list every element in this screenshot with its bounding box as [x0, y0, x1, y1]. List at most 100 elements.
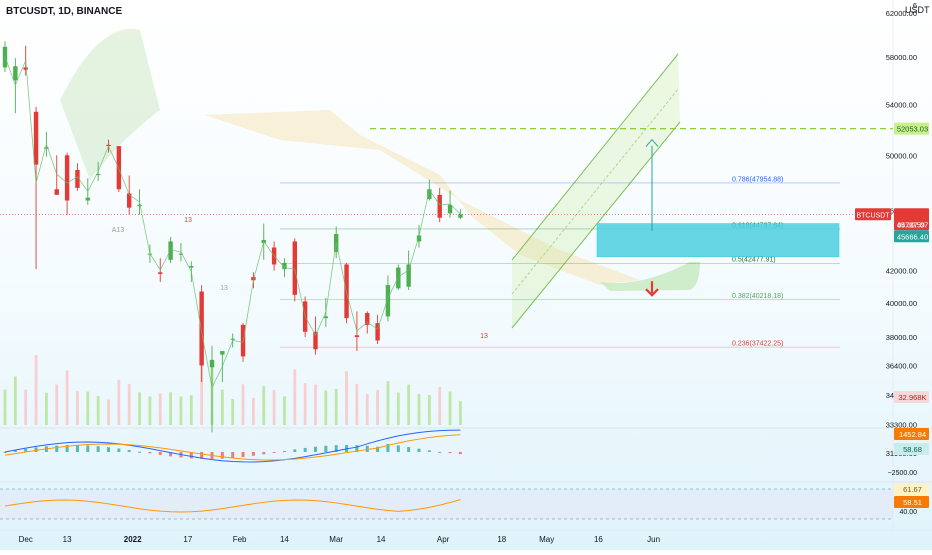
volume-bar: [138, 392, 141, 425]
volume-bar: [334, 389, 338, 425]
candle-body: [427, 189, 432, 200]
macd-histogram-bar: [407, 447, 411, 452]
macd-histogram-bar: [427, 450, 431, 452]
macd-histogram-bar: [86, 445, 90, 452]
candle-body: [95, 174, 101, 176]
volume-bar: [76, 391, 79, 425]
symbol-title[interactable]: BTCUSDT, 1D, BINANCE: [6, 6, 122, 17]
macd-histogram-bar: [158, 452, 162, 455]
time-axis-tick: 16: [594, 535, 603, 544]
macd-axis-tick: −2500.00: [888, 470, 917, 477]
volume-bar: [3, 389, 7, 425]
macd-histogram-bar: [200, 452, 204, 459]
rsi-value-tag-2: 58.51: [903, 498, 922, 507]
price-axis-tick: 38000.00: [886, 333, 917, 342]
candle-body: [354, 335, 360, 337]
candle-body: [416, 235, 422, 242]
macd-histogram-bar: [355, 445, 359, 452]
time-axis-tick: 18: [497, 535, 506, 544]
volume-bar: [34, 355, 38, 425]
macd-histogram-bar: [117, 448, 121, 452]
candle-body: [75, 170, 80, 188]
time-axis-tick: Feb: [233, 535, 247, 544]
candle-body: [375, 323, 380, 341]
macd-histogram-bar: [293, 449, 297, 452]
time-axis-tick: Jun: [647, 535, 660, 544]
candle-body: [220, 351, 225, 355]
td-count-marker: 13: [480, 333, 488, 340]
volume-bar: [189, 395, 193, 425]
candle-body: [282, 262, 287, 270]
candle-body: [313, 331, 318, 350]
volume-bar: [24, 389, 28, 425]
volume-bar: [427, 395, 431, 425]
volume-bar: [303, 383, 307, 425]
volume-bar: [324, 390, 328, 425]
time-axis-tick: 14: [280, 535, 289, 544]
rsi-value-tag: 61.67: [903, 485, 922, 494]
channel-mid-line: [511, 87, 680, 295]
candle-body: [385, 285, 391, 317]
ticker-tag: BTCUSDT: [856, 212, 890, 219]
macd-value-tag-bg: [894, 428, 929, 440]
volume-bar: [241, 384, 245, 425]
candle-body: [199, 291, 204, 366]
macd-line: [4, 429, 461, 463]
volume-bar: [448, 391, 452, 425]
volume-bar: [55, 384, 59, 425]
macd-signal-tag: 58.68: [903, 445, 922, 454]
volume-bar: [65, 370, 69, 425]
volume-bar: [86, 391, 90, 425]
ichimoku-cloud-future: [600, 262, 700, 291]
last-price-tag: 45737.07: [897, 220, 928, 229]
volume-bar: [117, 379, 121, 425]
candle-body: [437, 194, 442, 218]
ichimoku-cloud-amber: [205, 110, 640, 285]
candle-body: [127, 193, 132, 208]
volume-bar: [355, 384, 359, 425]
macd-histogram-bar: [334, 445, 338, 452]
volume-bar: [107, 399, 110, 425]
zone-price-tag: 45666.40: [897, 232, 928, 241]
time-axis-tick: Mar: [329, 535, 343, 544]
support-zone[interactable]: [596, 223, 840, 257]
volume-bar: [169, 392, 172, 425]
macd-histogram-bar: [55, 445, 59, 452]
price-axis-tick: 36400.00: [886, 361, 917, 370]
candle-body: [64, 155, 70, 201]
volume-bar: [200, 355, 204, 425]
macd-histogram-bar: [127, 450, 131, 452]
channel-upper-line[interactable]: [511, 53, 679, 261]
volume-bar: [158, 393, 162, 425]
macd-signal-line: [4, 434, 461, 461]
volume-value-tag-bg: [894, 391, 929, 403]
target-price-tag: 52053.03: [897, 125, 928, 134]
arrow-up-icon: [645, 138, 659, 147]
fib-level-label: 0.382(40218.18): [732, 293, 783, 300]
candle-body: [23, 67, 28, 70]
rsi-value-tag-2-bg: [894, 496, 929, 508]
candle[interactable]: [64, 152, 70, 215]
candle[interactable]: [458, 209, 463, 220]
macd-histogram-bar: [189, 452, 193, 459]
td-count-marker: 13: [220, 285, 228, 292]
time-axis-tick: 17: [183, 535, 192, 544]
trend-step-line: [4, 56, 461, 389]
last-price-tag-bg: [894, 208, 929, 231]
time-axis-tick: Apr: [437, 535, 450, 544]
candle-body: [137, 204, 142, 207]
ticker-tag-bg: [855, 208, 891, 221]
volume-bar: [293, 369, 297, 425]
macd-histogram-bar: [169, 452, 173, 457]
macd-histogram-bar: [34, 447, 38, 452]
candle-body: [209, 360, 215, 368]
time-axis-tick: May: [539, 535, 554, 544]
macd-histogram-bar: [396, 445, 400, 452]
volume-bar: [417, 394, 421, 425]
macd-histogram-bar: [241, 452, 245, 458]
candle[interactable]: [33, 106, 39, 270]
candle[interactable]: [209, 345, 215, 433]
candle-body: [33, 111, 39, 165]
macd-histogram-bar: [148, 452, 152, 454]
